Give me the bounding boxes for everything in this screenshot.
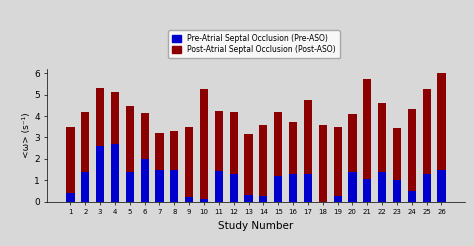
Y-axis label: <ω> (s⁻¹): <ω> (s⁻¹) <box>22 112 31 158</box>
Bar <box>422 174 431 202</box>
Bar <box>141 159 149 202</box>
Bar <box>215 171 223 202</box>
Bar <box>170 131 178 202</box>
Bar <box>81 112 90 202</box>
Bar <box>155 133 164 202</box>
Bar <box>170 169 178 202</box>
Bar <box>319 124 327 202</box>
Bar <box>229 174 238 202</box>
Bar <box>438 73 446 202</box>
Legend: Pre-Atrial Septal Occlusion (Pre-ASO), Post-Atrial Septal Occlusion (Post-ASO): Pre-Atrial Septal Occlusion (Pre-ASO), P… <box>168 30 339 58</box>
Bar <box>126 106 134 202</box>
Bar <box>111 92 119 202</box>
Bar <box>245 134 253 202</box>
Bar <box>259 124 267 202</box>
Bar <box>229 112 238 202</box>
Bar <box>289 174 297 202</box>
Bar <box>422 89 431 202</box>
Bar <box>289 123 297 202</box>
Bar <box>215 111 223 202</box>
Bar <box>304 100 312 202</box>
Bar <box>334 196 342 202</box>
Bar <box>274 112 283 202</box>
Bar <box>66 193 74 202</box>
Bar <box>393 180 401 202</box>
Bar <box>348 114 356 202</box>
Bar <box>81 172 90 202</box>
Bar <box>155 169 164 202</box>
Bar <box>126 172 134 202</box>
Bar <box>378 103 386 202</box>
Bar <box>96 146 104 202</box>
Bar <box>304 174 312 202</box>
Bar <box>408 191 416 202</box>
Bar <box>438 169 446 202</box>
Bar <box>363 78 371 202</box>
Bar <box>200 199 208 202</box>
Bar <box>185 198 193 202</box>
X-axis label: Study Number: Study Number <box>219 221 293 231</box>
Bar <box>96 88 104 202</box>
Bar <box>378 172 386 202</box>
Bar <box>259 196 267 202</box>
Bar <box>185 127 193 202</box>
Bar <box>393 128 401 202</box>
Bar <box>348 172 356 202</box>
Bar <box>141 113 149 202</box>
Bar <box>274 176 283 202</box>
Bar <box>363 179 371 202</box>
Bar <box>111 144 119 202</box>
Bar <box>408 108 416 202</box>
Bar <box>66 127 74 202</box>
Bar <box>334 127 342 202</box>
Bar <box>200 89 208 202</box>
Bar <box>245 195 253 202</box>
